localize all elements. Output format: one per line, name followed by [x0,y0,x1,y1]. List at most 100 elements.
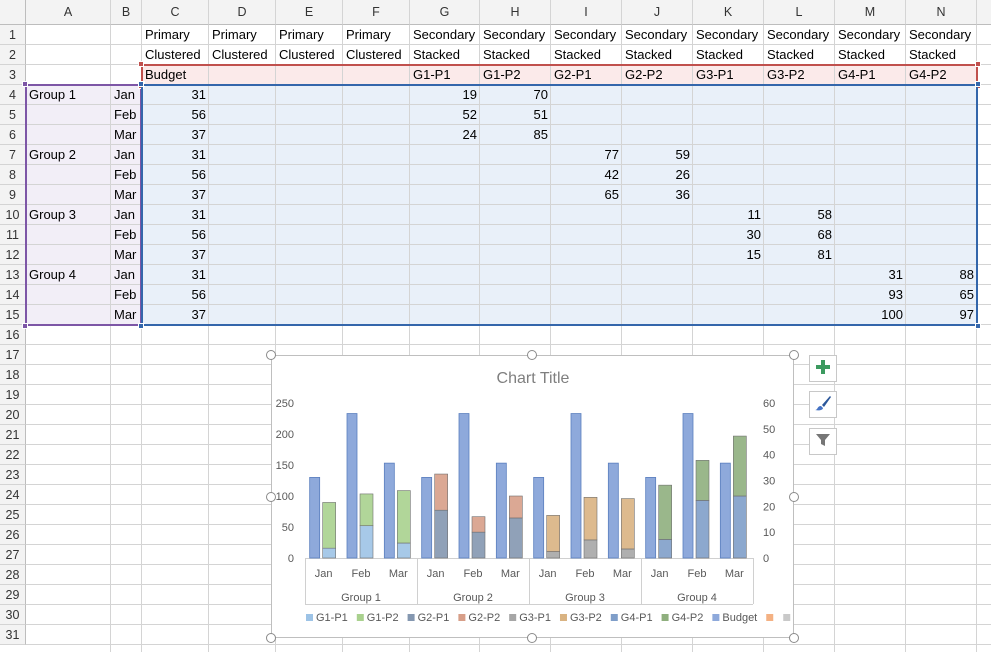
cell-value[interactable] [343,85,410,105]
cell-value[interactable] [551,245,622,265]
cell-header-type[interactable]: Primary [145,27,190,42]
row-header-27[interactable]: 27 [0,545,26,565]
column-header-g[interactable]: G [410,0,480,25]
cell-header-type[interactable]: Secondary [838,27,901,42]
row-header-15[interactable]: 15 [0,305,26,325]
column-header-e[interactable]: E [276,0,343,25]
cell-value[interactable] [622,125,693,145]
cell-value[interactable] [209,165,276,185]
cell-value[interactable] [480,145,551,165]
cell-value[interactable] [693,265,764,285]
cell-header-chart[interactable]: Clustered [346,47,402,62]
column-header-d[interactable]: D [209,0,276,25]
cell-value[interactable] [209,85,276,105]
cell-value[interactable] [343,165,410,185]
cell-value[interactable] [906,205,977,225]
cell-value[interactable] [343,265,410,285]
cell-value[interactable] [209,245,276,265]
row-header-25[interactable]: 25 [0,505,26,525]
row-header-31[interactable]: 31 [0,625,26,645]
cell-value[interactable] [276,265,343,285]
cell-header-chart[interactable]: Clustered [145,47,201,62]
cell-value[interactable] [480,225,551,245]
cell-value[interactable] [480,185,551,205]
cell-series-name[interactable] [343,65,410,85]
cell-value[interactable] [693,85,764,105]
cell-value[interactable] [276,125,343,145]
chart-elements-button[interactable] [809,355,837,382]
column-header-l[interactable]: L [764,0,835,25]
cell-value[interactable] [343,205,410,225]
cell-value[interactable] [835,205,906,225]
cell-value[interactable] [276,285,343,305]
cell-value[interactable] [209,125,276,145]
cell-month-label[interactable]: Mar [114,127,137,142]
cell-month-label[interactable]: Jan [114,207,135,222]
cell-value[interactable] [343,245,410,265]
cell-series-name[interactable]: G3-P2 [767,67,805,82]
cell-value[interactable]: 15 [746,247,761,262]
row-header-2[interactable]: 2 [0,45,26,65]
cell-value[interactable]: 51 [533,107,548,122]
chart-resize-handle[interactable] [266,633,276,643]
cell-value[interactable]: 93 [888,287,903,302]
cell-series-name[interactable] [276,65,343,85]
cell-value[interactable] [906,105,977,125]
cell-value[interactable] [343,305,410,325]
column-header-n[interactable]: N [906,0,977,25]
cell-value[interactable]: 56 [191,107,206,122]
cell-series-name[interactable]: Budget [145,67,187,82]
cell-value[interactable] [551,305,622,325]
cell-header-type[interactable]: Secondary [483,27,546,42]
cell-value[interactable] [764,125,835,145]
cell-month-label[interactable]: Feb [114,227,137,242]
cell-value[interactable] [764,105,835,125]
cell-value[interactable] [835,225,906,245]
cell-group-label[interactable] [26,245,111,265]
cell-value[interactable] [622,85,693,105]
cell-header-chart[interactable]: Stacked [909,47,956,62]
cell-value[interactable] [693,165,764,185]
cell-value[interactable]: 11 [747,207,762,222]
cell-group-label[interactable]: Group 4 [29,267,76,282]
row-header-9[interactable]: 9 [0,185,26,205]
cell-value[interactable] [551,125,622,145]
cell-value[interactable]: 36 [675,187,690,202]
cell-month-label[interactable]: Jan [114,147,135,162]
cell-value[interactable]: 42 [604,167,619,182]
row-header-21[interactable]: 21 [0,425,26,445]
cell-value[interactable] [622,225,693,245]
cell-value[interactable]: 31 [888,267,903,282]
cell-value[interactable] [343,145,410,165]
cell-value[interactable] [480,305,551,325]
cell-value[interactable] [209,285,276,305]
cell-value[interactable] [764,145,835,165]
column-header-f[interactable]: F [343,0,410,25]
cell-series-name[interactable]: G4-P2 [909,67,947,82]
row-header-7[interactable]: 7 [0,145,26,165]
cell-header-chart[interactable]: Stacked [554,47,601,62]
row-header-29[interactable]: 29 [0,585,26,605]
cell-value[interactable] [276,185,343,205]
column-header-b[interactable]: B [111,0,142,25]
cell-value[interactable]: 31 [191,207,206,222]
row-header-19[interactable]: 19 [0,385,26,405]
cell-value[interactable] [551,205,622,225]
cell-value[interactable]: 59 [675,147,690,162]
cell-value[interactable] [343,185,410,205]
cell-value[interactable] [276,145,343,165]
cell-header-type[interactable]: Primary [279,27,324,42]
cell-value[interactable] [693,145,764,165]
cell-value[interactable] [480,205,551,225]
cell-value[interactable] [276,165,343,185]
cell-value[interactable] [480,265,551,285]
chart-filters-button[interactable] [809,428,837,455]
cell-value[interactable] [410,165,480,185]
row-header-11[interactable]: 11 [0,225,26,245]
row-header-12[interactable]: 12 [0,245,26,265]
cell-value[interactable] [764,285,835,305]
cell-value[interactable] [622,105,693,125]
cell-value[interactable] [410,225,480,245]
cell-value[interactable] [622,245,693,265]
cell-group-label[interactable] [26,305,111,325]
